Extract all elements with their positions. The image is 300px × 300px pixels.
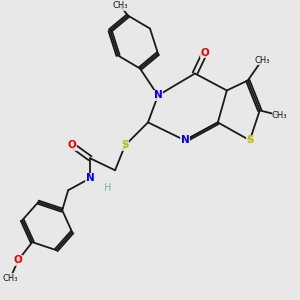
Text: CH₃: CH₃ (272, 111, 287, 120)
Text: H: H (104, 183, 112, 193)
Text: S: S (246, 135, 253, 145)
Text: CH₃: CH₃ (112, 1, 128, 10)
Text: O: O (68, 140, 76, 150)
Text: CH₃: CH₃ (254, 56, 269, 65)
Text: O: O (14, 255, 23, 265)
Text: S: S (121, 140, 129, 150)
Text: CH₃: CH₃ (3, 274, 18, 283)
Text: O: O (200, 47, 209, 58)
Text: N: N (86, 173, 94, 183)
Text: N: N (154, 90, 162, 100)
Text: N: N (181, 135, 189, 145)
